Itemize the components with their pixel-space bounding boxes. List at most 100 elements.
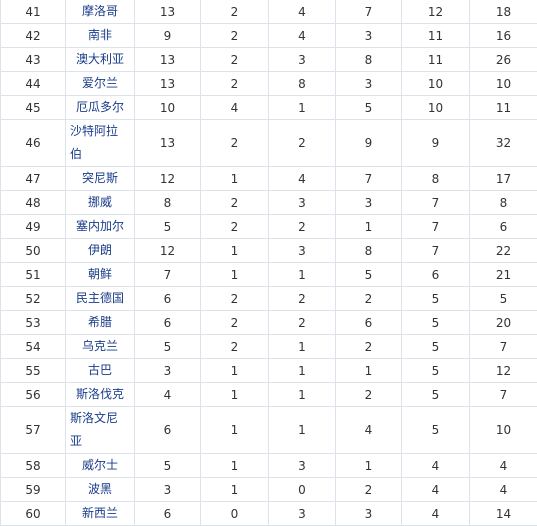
stat-cell: 2 — [336, 287, 402, 311]
stat-cell: 1 — [336, 359, 402, 383]
stat-cell: 1 — [201, 407, 269, 454]
stat-cell: 2 — [269, 287, 336, 311]
rank-cell: 41 — [1, 0, 66, 24]
stat-cell: 1 — [269, 96, 336, 120]
team-name-cell: 塞内加尔 — [66, 215, 135, 239]
stat-cell: 2 — [201, 120, 269, 167]
rank-cell: 55 — [1, 359, 66, 383]
stat-cell: 5 — [402, 407, 470, 454]
stat-cell: 8 — [336, 239, 402, 263]
stat-cell: 4 — [470, 478, 537, 502]
stat-cell: 1 — [269, 335, 336, 359]
stat-cell: 8 — [470, 191, 537, 215]
stat-cell: 3 — [135, 359, 201, 383]
team-name-line: 斯洛文尼 — [70, 407, 134, 430]
rank-cell: 54 — [1, 335, 66, 359]
stat-cell: 12 — [402, 0, 470, 24]
stat-cell: 7 — [402, 215, 470, 239]
table-row: 43 澳大利亚 13 2 3 8 11 26 — [1, 48, 537, 72]
table-row: 56 斯洛伐克 4 1 1 2 5 7 — [1, 383, 537, 407]
stat-cell: 11 — [402, 24, 470, 48]
stat-cell: 2 — [336, 335, 402, 359]
table-row: 48 挪威 8 2 3 3 7 8 — [1, 191, 537, 215]
stat-cell: 10 — [135, 96, 201, 120]
stat-cell: 3 — [336, 72, 402, 96]
stat-cell: 1 — [201, 454, 269, 478]
rank-cell: 53 — [1, 311, 66, 335]
stat-cell: 13 — [135, 120, 201, 167]
stat-cell: 7 — [470, 335, 537, 359]
table-row: 58 威尔士 5 1 3 1 4 4 — [1, 454, 537, 478]
rank-cell: 60 — [1, 502, 66, 526]
stat-cell: 21 — [470, 263, 537, 287]
stat-cell: 22 — [470, 239, 537, 263]
stat-cell: 6 — [135, 407, 201, 454]
stat-cell: 2 — [201, 72, 269, 96]
stat-cell: 2 — [201, 24, 269, 48]
stat-cell: 8 — [269, 72, 336, 96]
stat-cell: 1 — [269, 359, 336, 383]
rank-cell: 50 — [1, 239, 66, 263]
rank-cell: 57 — [1, 407, 66, 454]
table-row: 54 乌克兰 5 2 1 2 5 7 — [1, 335, 537, 359]
team-name-cell: 伊朗 — [66, 239, 135, 263]
stat-cell: 4 — [402, 502, 470, 526]
rank-cell: 45 — [1, 96, 66, 120]
stat-cell: 5 — [470, 287, 537, 311]
team-name-line: 伯 — [70, 143, 134, 166]
stat-cell: 9 — [402, 120, 470, 167]
stat-cell: 5 — [402, 335, 470, 359]
stat-cell: 12 — [470, 359, 537, 383]
stat-cell: 6 — [135, 287, 201, 311]
stat-cell: 3 — [135, 478, 201, 502]
team-name-cell: 古巴 — [66, 359, 135, 383]
rank-cell: 43 — [1, 48, 66, 72]
stat-cell: 5 — [336, 263, 402, 287]
stat-cell: 1 — [201, 359, 269, 383]
team-name-line: 沙特阿拉 — [70, 120, 134, 143]
stat-cell: 4 — [402, 454, 470, 478]
stat-cell: 9 — [336, 120, 402, 167]
stat-cell: 4 — [402, 478, 470, 502]
rank-cell: 42 — [1, 24, 66, 48]
table-row: 53 希腊 6 2 2 6 5 20 — [1, 311, 537, 335]
stat-cell: 2 — [201, 0, 269, 24]
stat-cell: 2 — [336, 478, 402, 502]
stat-cell: 1 — [201, 239, 269, 263]
stat-cell: 5 — [402, 383, 470, 407]
stat-cell: 11 — [470, 96, 537, 120]
stat-cell: 4 — [269, 24, 336, 48]
stat-cell: 4 — [470, 454, 537, 478]
team-name-cell: 突尼斯 — [66, 167, 135, 191]
stat-cell: 3 — [269, 191, 336, 215]
stat-cell: 5 — [135, 215, 201, 239]
table-row: 41 摩洛哥 13 2 4 7 12 18 — [1, 0, 537, 24]
rank-cell: 46 — [1, 120, 66, 167]
rank-cell: 56 — [1, 383, 66, 407]
stat-cell: 0 — [269, 478, 336, 502]
team-name-cell: 新西兰 — [66, 502, 135, 526]
stat-cell: 4 — [135, 383, 201, 407]
stat-cell: 2 — [201, 287, 269, 311]
stat-cell: 7 — [470, 383, 537, 407]
team-name-cell: 民主德国 — [66, 287, 135, 311]
stat-cell: 1 — [336, 454, 402, 478]
team-name-cell: 爱尔兰 — [66, 72, 135, 96]
stat-cell: 18 — [470, 0, 537, 24]
table-row: 50 伊朗 12 1 3 8 7 22 — [1, 239, 537, 263]
stat-cell: 16 — [470, 24, 537, 48]
team-name-cell: 南非 — [66, 24, 135, 48]
team-name-cell: 斯洛伐克 — [66, 383, 135, 407]
stat-cell: 1 — [201, 167, 269, 191]
rank-cell: 47 — [1, 167, 66, 191]
team-name-cell: 乌克兰 — [66, 335, 135, 359]
stat-cell: 20 — [470, 311, 537, 335]
team-name-cell: 厄瓜多尔 — [66, 96, 135, 120]
table-row: 46 沙特阿拉 伯 13 2 2 9 9 32 — [1, 120, 537, 167]
table-row: 51 朝鲜 7 1 1 5 6 21 — [1, 263, 537, 287]
team-name-cell: 斯洛文尼 亚 — [66, 407, 135, 454]
stat-cell: 1 — [269, 383, 336, 407]
stat-cell: 8 — [336, 48, 402, 72]
stat-cell: 2 — [201, 191, 269, 215]
